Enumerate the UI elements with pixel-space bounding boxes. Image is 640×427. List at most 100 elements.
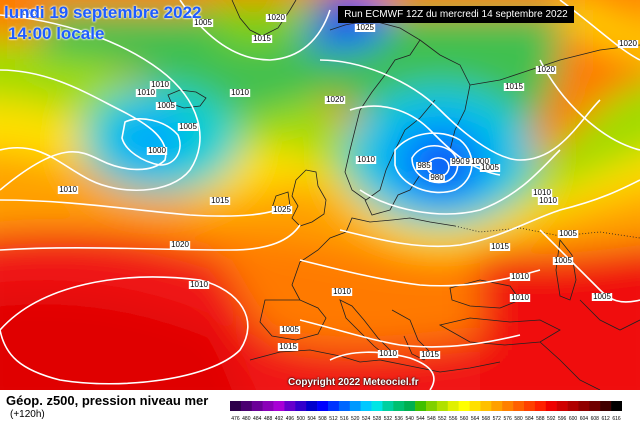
isobar-label: 1020	[171, 240, 189, 249]
isobar-label: 1010	[190, 280, 208, 289]
scale-swatch	[295, 401, 307, 411]
map-title: Géop. z500, pression niveau mer	[6, 393, 209, 408]
isobar-label-bg	[531, 189, 553, 197]
isobar-label: 1010	[59, 185, 77, 194]
isobar-label: 1025	[356, 23, 374, 32]
scale-tick-label: 572	[493, 416, 502, 422]
scale-tick-label: 476	[231, 416, 240, 422]
scale-swatch	[284, 401, 296, 411]
isobar-label: 985	[417, 161, 431, 170]
scale-swatch	[338, 401, 351, 411]
scale-swatch	[382, 401, 394, 411]
isobar-label-bg	[429, 174, 445, 182]
scale-tick-label: 584	[525, 416, 534, 422]
scale-tick-label: 524	[362, 416, 371, 422]
isobar-label-bg	[146, 147, 168, 155]
isobar-label: 1005	[179, 122, 197, 131]
scale-tick-label: 552	[438, 416, 447, 422]
scale-tick-label: 612	[601, 416, 610, 422]
isobar-label: 1015	[253, 34, 271, 43]
isobar-label: 1010	[151, 80, 169, 89]
isobar-label-bg	[251, 35, 273, 43]
scale-swatch	[262, 401, 274, 411]
scale-tick-label: 536	[395, 416, 404, 422]
isobar-label: 1015	[279, 342, 297, 351]
isobar-label: 1005	[157, 101, 175, 110]
isobar-label-bg	[416, 162, 432, 170]
isobar-label: 1020	[267, 13, 285, 22]
scale-tick-label: 564	[471, 416, 480, 422]
valid-date: lundi 19 septembre 2022	[4, 3, 202, 22]
scale-tick-label: 548	[427, 416, 436, 422]
isobar-label-bg	[331, 288, 353, 296]
scale-tick-label: 600	[569, 416, 578, 422]
isobar-label-bg	[552, 257, 574, 265]
isobar-label-bg	[209, 197, 231, 205]
isobar-label-bg	[489, 243, 511, 251]
isobar-label: 1020	[21, 8, 39, 17]
scale-swatch	[251, 401, 263, 411]
scale-swatch	[545, 401, 557, 411]
isobar-label: 1005	[554, 256, 572, 265]
isobar-label-bg	[377, 350, 399, 358]
scale-swatch	[524, 401, 536, 411]
scale-tick-label: 540	[405, 416, 414, 422]
isobar-label-bg	[617, 40, 639, 48]
scale-tick-label: 532	[384, 416, 393, 422]
isobar-label: 1015	[421, 350, 439, 359]
valid-time: 14:00 locale	[8, 24, 105, 43]
isobar-label-bg	[192, 19, 214, 27]
scale-swatch	[491, 401, 503, 411]
isobar-label: 1010	[137, 88, 155, 97]
isobar-label-bg	[535, 66, 557, 74]
scale-tick-label: 488	[264, 416, 273, 422]
isobar-label-bg	[324, 96, 346, 104]
scale-tick-label: 588	[536, 416, 545, 422]
isobar-label: 1015	[491, 242, 509, 251]
scale-tick-label: 596	[558, 416, 567, 422]
scale-swatch	[360, 401, 372, 411]
scale-swatch	[306, 401, 318, 411]
scale-swatch	[567, 401, 579, 411]
isobar-label-bg	[265, 14, 287, 22]
scale-tick-label: 516	[340, 416, 349, 422]
scale-swatch	[436, 401, 449, 411]
isobar-label-bg	[279, 326, 301, 334]
scale-tick-label: 616	[612, 416, 621, 422]
scale-tick-label: 496	[286, 416, 295, 422]
isobar-label: 1015	[505, 82, 523, 91]
scale-swatch	[502, 401, 514, 411]
scale-tick-label: 492	[275, 416, 284, 422]
isobar-label: 1005	[593, 292, 611, 301]
weather-map: 1020 1015 1005 1020 1025 1010 1010 1005 1010 1005…	[0, 0, 640, 390]
isobar-label: 1005	[559, 229, 577, 238]
scale-swatch	[578, 401, 590, 411]
isobar-label-bg	[149, 81, 171, 89]
scale-tick-label: 504	[307, 416, 316, 422]
isobar-label-bg	[188, 281, 210, 289]
scale-swatch	[230, 401, 242, 411]
isobar-label: 1025	[273, 205, 291, 214]
forecast-range: (+120h)	[10, 409, 45, 420]
isobar-label: 1020	[619, 39, 637, 48]
scale-swatch	[556, 401, 568, 411]
isobar-label-bg	[355, 156, 377, 164]
scale-tick-label: 512	[329, 416, 338, 422]
scale-tick-label: 480	[242, 416, 251, 422]
scale-tick-label: 604	[580, 416, 589, 422]
isobar-label-bg	[229, 89, 251, 97]
scale-swatch	[600, 401, 612, 411]
scale-swatch	[317, 401, 329, 411]
isobar-label-bg	[277, 343, 299, 351]
scale-swatch	[393, 401, 405, 411]
isobar-label: 1005	[194, 18, 212, 27]
isobar-label: 980	[430, 173, 444, 182]
scale-swatch	[513, 401, 525, 411]
scale-tick-label: 508	[318, 416, 327, 422]
isobar-label-bg	[57, 186, 79, 194]
isobar-label: 1010	[333, 287, 351, 296]
isobar-label-bg	[177, 123, 199, 131]
isobar-label-bg	[271, 206, 293, 214]
isobar-label: 1020	[537, 65, 555, 74]
isobar-label: 1010	[539, 196, 557, 205]
